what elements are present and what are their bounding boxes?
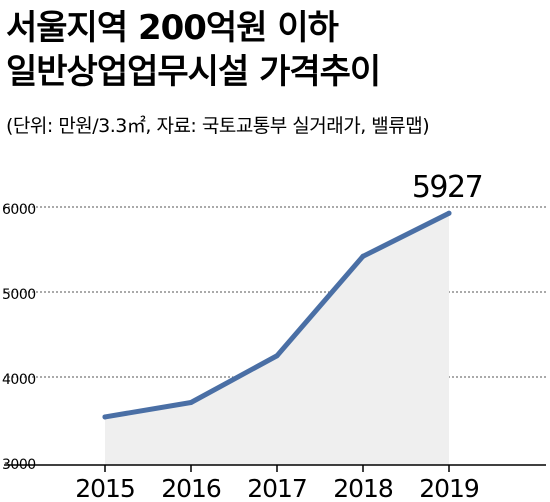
x-tick-label-2018: 2018 — [333, 474, 393, 502]
chart-title-line-1: 서울지역 200억원 이하 — [6, 8, 339, 48]
chart-title-line-2: 일반상업업무시설 가격추이 — [6, 52, 381, 92]
data-point-2016 — [188, 400, 194, 405]
x-tick-label-2016: 2016 — [161, 474, 221, 502]
y-tick-label-6000: 6000 — [2, 202, 36, 218]
chart-subtitle: (단위: 만원/3.3㎡, 자료: 국토교통부 실거래가, 밸류맵) — [6, 115, 430, 137]
x-tick-label-2017: 2017 — [247, 474, 307, 502]
y-tick-label-5000: 5000 — [2, 287, 36, 303]
x-tick-label-2019: 2019 — [419, 474, 479, 502]
data-point-2017 — [274, 353, 280, 359]
y-tick-label-4000: 4000 — [2, 372, 36, 388]
data-label-2019: 5927 — [412, 170, 482, 205]
area-fill — [105, 213, 449, 465]
data-point-2018 — [360, 253, 366, 259]
x-tick-label-2015: 2015 — [75, 474, 135, 502]
data-point-2015 — [102, 414, 108, 420]
data-point-2019 — [446, 210, 452, 216]
y-tick-label-3000: 3000 — [2, 457, 36, 473]
title-block: 서울지역 200억원 이하 일반상업업무시설 가격추이 — [6, 6, 546, 94]
